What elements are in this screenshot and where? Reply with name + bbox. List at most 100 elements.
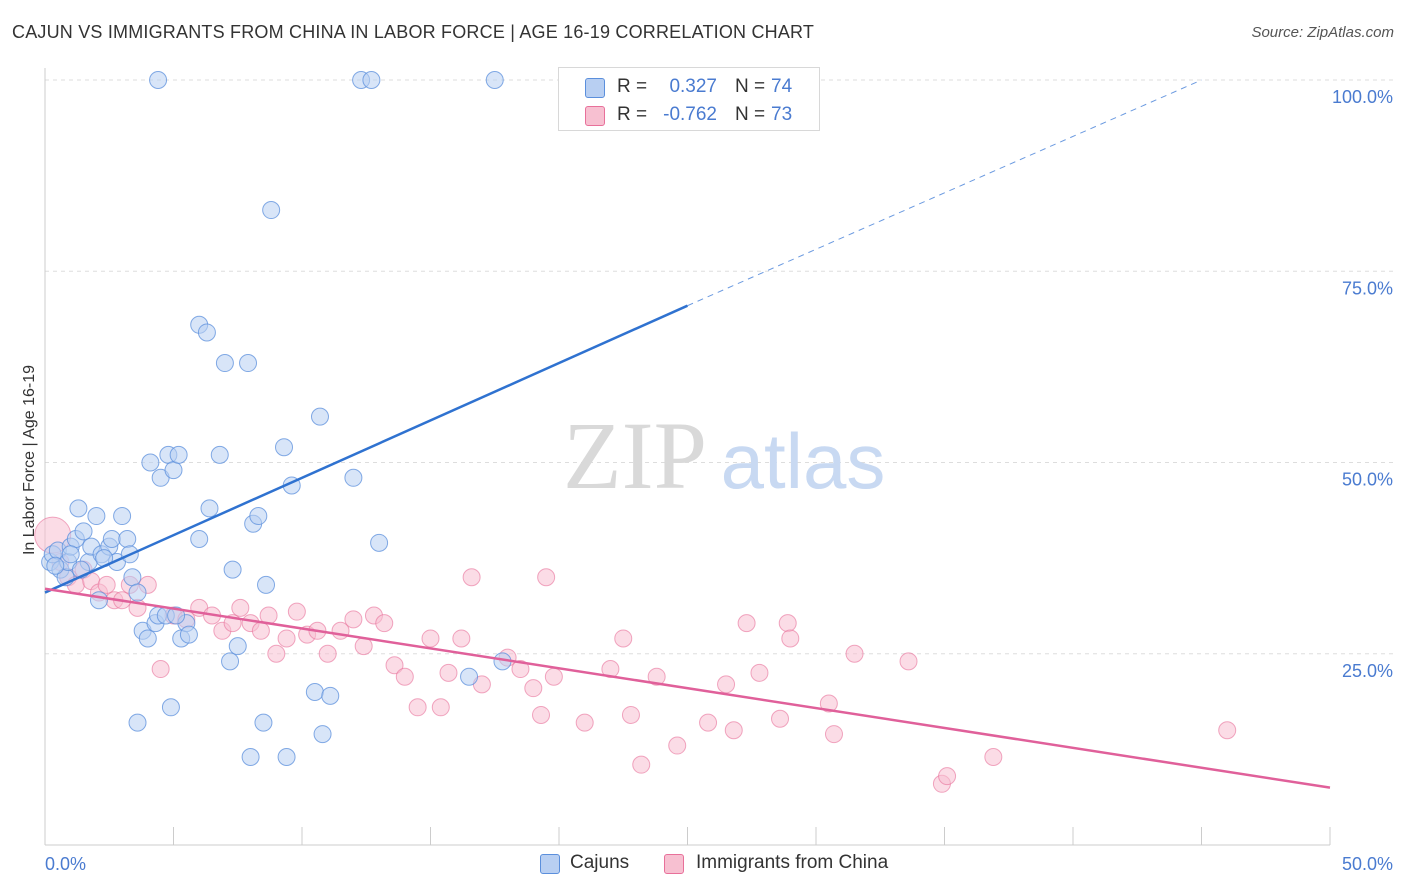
china-point xyxy=(151,660,170,679)
y-tick-label: 50.0% xyxy=(1342,470,1393,490)
watermark-zip: ZIP xyxy=(563,402,707,509)
china-point xyxy=(819,694,838,713)
trend-lines xyxy=(44,79,1331,789)
legend-row-china: R = -0.762 N = 73 xyxy=(559,101,819,129)
china-point xyxy=(97,575,116,594)
china-point xyxy=(532,705,551,724)
y-tick-label: 25.0% xyxy=(1342,661,1393,681)
cajuns-legend-label: Cajuns xyxy=(570,852,630,873)
china-point xyxy=(251,621,270,640)
watermark-atlas: atlas xyxy=(721,417,886,505)
china-point xyxy=(647,667,666,686)
cajuns-legend-swatch xyxy=(540,854,560,874)
cajun-point xyxy=(179,625,198,644)
china-point xyxy=(781,629,800,648)
china-point xyxy=(899,652,918,671)
china-point xyxy=(462,568,481,587)
cajun-point xyxy=(87,507,106,526)
cajun-trend-line xyxy=(44,304,689,594)
cajun-point xyxy=(239,354,258,373)
china-point xyxy=(724,721,743,740)
china-trend-line xyxy=(44,587,1331,789)
cajun-point xyxy=(89,591,108,610)
cajun-point xyxy=(118,530,137,548)
china-point xyxy=(632,755,651,774)
cajun-point xyxy=(200,499,219,518)
cajun-point xyxy=(113,507,132,526)
cajun-point xyxy=(138,629,157,648)
cajun-point xyxy=(460,667,479,686)
china-point xyxy=(439,663,458,682)
cajun-point xyxy=(223,560,242,579)
china-point xyxy=(750,663,769,682)
cajun-point xyxy=(254,713,273,732)
n-label: N = xyxy=(735,104,766,125)
n-value: 74 xyxy=(771,76,793,97)
cajun-point xyxy=(197,323,216,342)
china-point xyxy=(938,767,957,786)
china-point xyxy=(544,667,563,686)
china-point xyxy=(267,644,286,663)
china-point xyxy=(231,598,250,617)
cajun-point xyxy=(102,530,121,548)
china-point xyxy=(824,725,843,744)
cajun-point xyxy=(262,201,281,220)
cajun-point xyxy=(277,748,296,767)
china-point xyxy=(537,568,556,587)
china-point xyxy=(421,629,440,648)
cajun-point xyxy=(149,71,168,89)
cajun-point xyxy=(141,453,160,472)
cajun-point xyxy=(370,533,389,552)
y-tick-label: 100.0% xyxy=(1332,87,1393,107)
cajun-point xyxy=(310,407,329,426)
china-point xyxy=(511,660,530,679)
china-point xyxy=(737,614,756,633)
china-swatch xyxy=(585,106,605,126)
correlation-legend: R = 0.327 N = 74 R = -0.762 N = 73 xyxy=(558,67,820,131)
cajun-point xyxy=(313,725,332,744)
watermark: ZIP atlas xyxy=(563,402,885,509)
cajun-point xyxy=(74,522,93,541)
cajun-point xyxy=(190,530,209,548)
cajun-point xyxy=(69,499,88,518)
china-point xyxy=(452,629,471,648)
china-point xyxy=(318,644,337,663)
china-point xyxy=(395,667,414,686)
china-point xyxy=(408,698,427,717)
china-point xyxy=(431,698,450,717)
china-point xyxy=(621,705,640,724)
legend-row-cajuns: R = 0.327 N = 74 xyxy=(559,73,819,101)
china-point xyxy=(385,656,404,675)
china-legend-swatch xyxy=(664,854,684,874)
chart-title: CAJUN VS IMMIGRANTS FROM CHINA IN LABOR … xyxy=(12,22,815,42)
cajun-point xyxy=(305,683,324,701)
china-point xyxy=(287,602,306,621)
china-point xyxy=(614,629,633,648)
china-point xyxy=(575,713,594,732)
cajun-point xyxy=(161,698,180,717)
china-point xyxy=(375,614,394,633)
cajun-point xyxy=(128,713,147,732)
cajun-point xyxy=(167,606,186,625)
china-point xyxy=(699,713,718,732)
china-points xyxy=(34,516,1237,793)
axes xyxy=(44,68,1331,846)
n-value: 73 xyxy=(771,104,793,125)
cajun-point xyxy=(128,583,147,602)
china-point xyxy=(601,660,620,679)
cajun-point xyxy=(228,637,247,656)
china-point xyxy=(845,644,864,663)
china-point xyxy=(778,614,797,633)
china-point xyxy=(771,709,790,728)
r-label: R = xyxy=(617,104,648,125)
y-tick-label: 75.0% xyxy=(1342,278,1393,298)
cajun-point xyxy=(123,568,142,587)
china-point xyxy=(717,675,736,694)
x-tick-label: 50.0% xyxy=(1342,854,1393,874)
cajun-point xyxy=(164,461,183,480)
cajuns-swatch xyxy=(585,78,605,98)
r-label: R = xyxy=(617,76,648,97)
cajun-point xyxy=(221,652,240,671)
cajun-point xyxy=(321,686,340,705)
